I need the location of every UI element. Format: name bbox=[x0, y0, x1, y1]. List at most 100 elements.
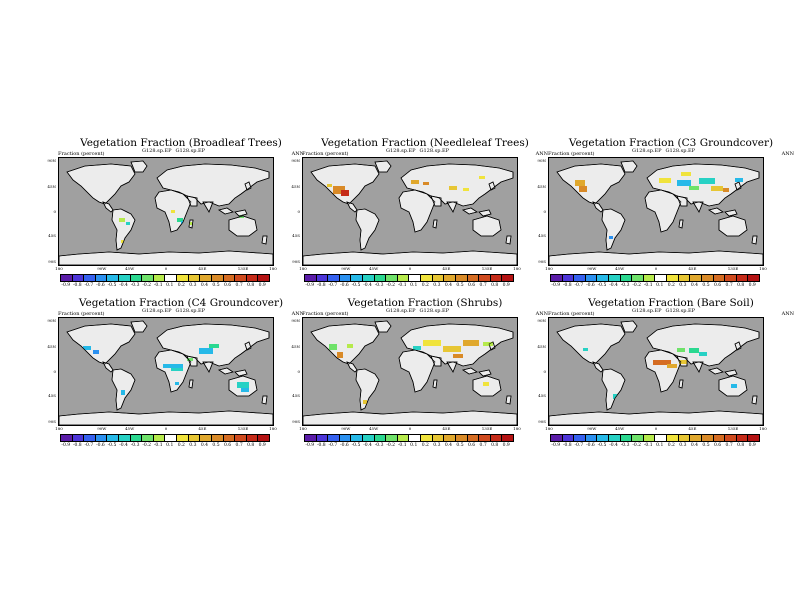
colorbar-swatch bbox=[246, 275, 259, 281]
lon-tick-label: 0 bbox=[164, 266, 168, 271]
colorbar-swatch bbox=[620, 275, 633, 281]
coastline bbox=[549, 250, 763, 265]
coastline bbox=[228, 375, 258, 397]
coastline bbox=[398, 349, 436, 393]
coastline bbox=[676, 195, 688, 207]
coastline bbox=[154, 189, 192, 233]
case-names: G128.sp.EP G128.sp.EP bbox=[386, 308, 449, 314]
colorbar-label: 0.6 bbox=[467, 283, 476, 288]
colorbar-swatch bbox=[432, 275, 445, 281]
fraction-patch bbox=[199, 348, 213, 354]
fraction-patch bbox=[171, 210, 175, 213]
coastline bbox=[130, 160, 148, 173]
fraction-patch bbox=[711, 186, 723, 191]
colorbar-label: 0.7 bbox=[479, 283, 487, 288]
colorbar-swatch bbox=[655, 435, 668, 441]
colorbar-swatch bbox=[397, 435, 410, 441]
colorbar-label: 0.3 bbox=[189, 443, 197, 448]
colorbar-label: 0.8 bbox=[247, 443, 255, 448]
colorbar-swatch bbox=[211, 275, 224, 281]
coastline bbox=[462, 207, 478, 215]
coastline bbox=[430, 355, 442, 367]
colorbar-label: -0.7 bbox=[84, 283, 94, 288]
colorbar-label: 0.5 bbox=[702, 443, 710, 448]
colorbar-swatch bbox=[409, 275, 422, 281]
lat-tick-label: 90N bbox=[47, 318, 56, 324]
coastline bbox=[751, 235, 758, 245]
coastline bbox=[303, 250, 517, 265]
colorbar-labels: -0.9 -0.8 -0.7 -0.6 -0.5 -0.4 -0.3 -0.2 -0.1 0.1 0… bbox=[60, 283, 268, 289]
colorbar-label: -0.2 bbox=[632, 443, 641, 448]
panel-c4: Vegetation Fraction (C4 Groundcover) Frac… bbox=[47, 297, 304, 457]
lat-tick-label: 45S bbox=[48, 233, 56, 239]
fraction-patch bbox=[171, 368, 183, 371]
colorbar-label: 0.5 bbox=[702, 283, 710, 288]
colorbar-label: -0.3 bbox=[620, 443, 630, 448]
units-label: Fraction (percent) bbox=[548, 151, 595, 157]
colorbar-label: -0.2 bbox=[386, 283, 395, 288]
lon-tick-label: 45W bbox=[615, 426, 625, 431]
colorbar-label: -0.8 bbox=[72, 283, 82, 288]
lon-tick-label: 90W bbox=[97, 426, 107, 431]
coastline bbox=[218, 207, 234, 215]
season-label: ANN bbox=[291, 151, 304, 157]
units-label: Fraction (percent) bbox=[302, 311, 349, 317]
lat-tick-label: 90N bbox=[537, 158, 546, 164]
coastline bbox=[355, 368, 380, 411]
units-label: Fraction (percent) bbox=[302, 151, 349, 157]
colorbar-label: -0.7 bbox=[574, 283, 584, 288]
colorbar-swatch bbox=[479, 435, 491, 441]
colorbar-swatch bbox=[130, 275, 143, 281]
colorbar-swatch bbox=[455, 275, 468, 281]
colorbar-swatch bbox=[386, 435, 398, 441]
fraction-patch bbox=[449, 186, 457, 190]
colorbar-swatch bbox=[678, 435, 691, 441]
world-map bbox=[302, 317, 518, 426]
fraction-patch bbox=[411, 180, 419, 184]
coastline bbox=[446, 361, 458, 373]
coastline bbox=[708, 367, 724, 375]
coastline bbox=[678, 379, 684, 389]
colorbar-swatch bbox=[363, 275, 375, 281]
lon-tick-label: 180 bbox=[269, 426, 277, 431]
colorbar-label: -0.9 bbox=[61, 283, 71, 288]
colorbar-swatch bbox=[84, 435, 96, 441]
coastline bbox=[154, 349, 192, 393]
fraction-patch bbox=[83, 346, 91, 350]
colorbar-label: -0.1 bbox=[153, 283, 163, 288]
lon-tick-label: 135E bbox=[237, 426, 249, 431]
lon-tick-label: 180 bbox=[513, 426, 521, 431]
case-a-label: G128.sp.EP bbox=[632, 148, 662, 154]
colorbar-swatch bbox=[597, 275, 610, 281]
colorbar-swatch bbox=[421, 435, 433, 441]
coastline bbox=[310, 163, 380, 205]
fraction-patch bbox=[347, 344, 353, 348]
colorbar-label: -0.7 bbox=[328, 283, 338, 288]
colorbar-swatch bbox=[585, 435, 598, 441]
colorbar-swatch bbox=[574, 275, 586, 281]
colorbar-swatch bbox=[305, 435, 317, 441]
colorbar-label: -0.1 bbox=[397, 443, 407, 448]
colorbar-swatch bbox=[200, 435, 212, 441]
lon-tick-label: 45W bbox=[369, 266, 379, 271]
colorbar-label: -0.3 bbox=[130, 283, 140, 288]
colorbar-label: -0.4 bbox=[119, 283, 128, 288]
colorbar-label: 0.1 bbox=[166, 283, 174, 288]
colorbar-swatch bbox=[84, 275, 96, 281]
colorbar-label: -0.8 bbox=[562, 283, 572, 288]
colorbar-label: -0.8 bbox=[316, 283, 326, 288]
colorbar-swatch bbox=[235, 435, 247, 441]
colorbar-swatch bbox=[305, 275, 317, 281]
colorbar-label: 0.3 bbox=[433, 443, 441, 448]
colorbar-label: -0.3 bbox=[130, 443, 140, 448]
coastline bbox=[472, 375, 502, 397]
coastline bbox=[59, 250, 273, 265]
colorbar-label: 0.8 bbox=[491, 443, 499, 448]
colorbar-label: 0.2 bbox=[177, 443, 185, 448]
panel-title: Vegetation Fraction (Bare Soil) bbox=[588, 297, 754, 309]
coastline bbox=[398, 189, 436, 233]
season-label: ANN bbox=[535, 151, 548, 157]
lon-tick-label: 135E bbox=[481, 426, 493, 431]
colorbar-swatch bbox=[107, 435, 120, 441]
lat-tick-label: 0 bbox=[53, 368, 56, 374]
